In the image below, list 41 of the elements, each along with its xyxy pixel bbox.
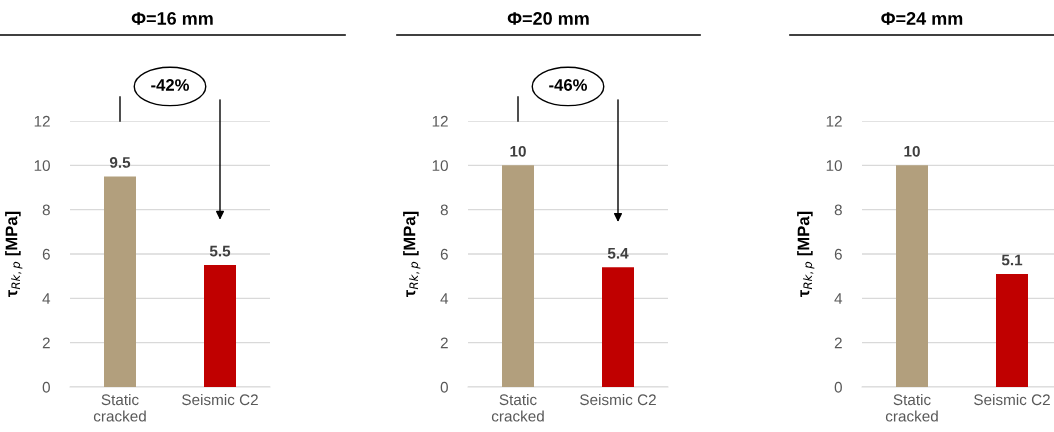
text: -42% (151, 79, 190, 91)
chart-title: Φ=16 mm (131, 12, 213, 25)
data-label: 10 (904, 145, 920, 157)
y-tick-label: 12 (826, 115, 842, 127)
text: -46% (549, 79, 588, 91)
x-tick-label: Seismic C2 (974, 393, 1050, 406)
y-tick-label: 10 (826, 160, 842, 172)
y-tick-label: 6 (834, 248, 842, 260)
y-tick-label: 0 (440, 381, 448, 393)
y-tick-label: 10 (34, 160, 50, 172)
y-tick-label: 0 (42, 381, 50, 393)
data-label: 5.1 (1001, 254, 1023, 266)
data-label: 5.4 (607, 248, 629, 259)
y-tick-label: 8 (440, 204, 448, 216)
x-tick-label: Static cracked (93, 393, 146, 422)
y-tick-label: 4 (440, 293, 449, 304)
y-axis-title: τ$_{Rk,p}$ [MPa] (403, 211, 421, 298)
y-tick-label: 8 (834, 204, 842, 216)
y-tick-label: 2 (440, 337, 448, 349)
x-tick-label: Seismic C2 (182, 393, 258, 406)
y-tick-label: 0 (834, 381, 842, 393)
y-tick-label: 6 (440, 248, 448, 260)
chart-title: Φ=24 mm (881, 12, 963, 25)
x-tick-label: Static cracked (885, 393, 938, 422)
y-tick-label: 12 (432, 115, 448, 127)
y-tick-label: 2 (42, 337, 50, 349)
y-tick-label: 8 (42, 204, 50, 216)
y-axis-title: τ$_{Rk,p}$ [MPa] (797, 211, 815, 298)
x-tick-label: Static cracked (491, 393, 544, 422)
chart-title: Φ=20 mm (507, 12, 589, 25)
y-tick-label: 4 (42, 293, 51, 304)
y-tick-label: 2 (834, 337, 842, 349)
y-tick-label: 4 (834, 293, 843, 304)
data-label: 5.5 (209, 245, 231, 257)
y-tick-label: 10 (432, 160, 448, 172)
y-axis-title: τ$_{Rk,p}$ [MPa] (5, 211, 23, 298)
data-label: 9.5 (109, 157, 131, 168)
y-tick-label: 6 (42, 248, 50, 260)
x-tick-label: Seismic C2 (580, 393, 656, 406)
y-tick-label: 12 (34, 115, 50, 127)
data-label: 10 (510, 145, 526, 157)
